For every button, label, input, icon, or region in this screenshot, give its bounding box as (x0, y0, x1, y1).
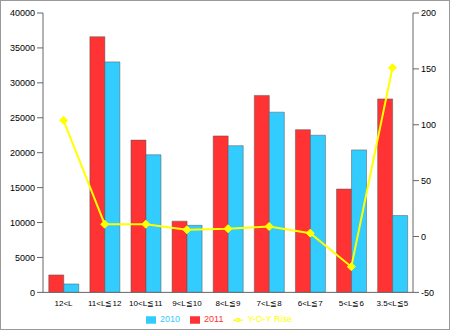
svg-text:5<L≦6: 5<L≦6 (339, 299, 365, 308)
svg-text:150: 150 (421, 64, 436, 74)
html-text:Y-O-Y Rise: Y-O-Y Rise (247, 314, 292, 325)
svg-text:0: 0 (30, 288, 35, 298)
svg-text:25000: 25000 (10, 113, 35, 123)
svg-text:6<L≦7: 6<L≦7 (298, 299, 324, 308)
svg-text:11<L≦12: 11<L≦12 (88, 299, 122, 308)
svg-text:0: 0 (421, 232, 426, 242)
svg-text:10<L≦11: 10<L≦11 (129, 299, 163, 308)
svg-text:200: 200 (421, 8, 436, 18)
svg-text:9<L≦10: 9<L≦10 (172, 299, 202, 308)
svg-text:40000: 40000 (10, 8, 35, 18)
svg-text:50: 50 (421, 176, 431, 186)
svg-text:7<L≦8: 7<L≦8 (257, 299, 283, 308)
svg-text:30000: 30000 (10, 78, 35, 88)
svg-text:5000: 5000 (15, 253, 35, 263)
svg-text:3.5<L≦5: 3.5<L≦5 (377, 299, 409, 308)
svg-text:12<L: 12<L (55, 299, 74, 308)
svg-text:100: 100 (421, 120, 436, 130)
svg-text:8<L≦9: 8<L≦9 (215, 299, 241, 308)
svg-text:35000: 35000 (10, 43, 35, 53)
svg-text:-50: -50 (421, 288, 434, 298)
html-text:2010: 2010 (160, 314, 181, 325)
svg-text:15000: 15000 (10, 183, 35, 193)
svg-text:20000: 20000 (10, 148, 35, 158)
svg-text:10000: 10000 (10, 218, 35, 228)
html-text:2011: 2011 (204, 314, 224, 325)
